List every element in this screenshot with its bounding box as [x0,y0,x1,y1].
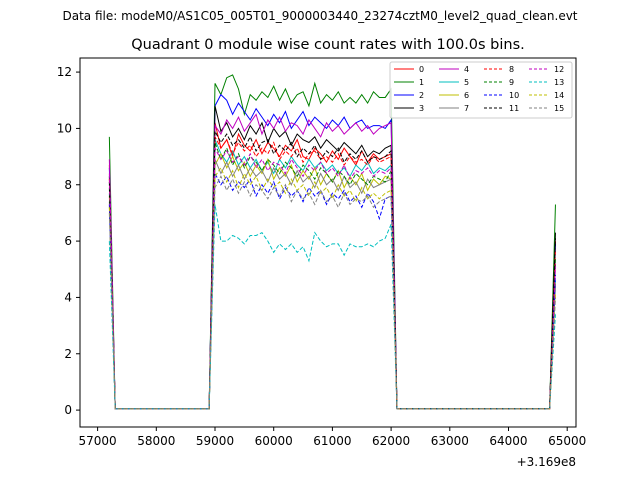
x-tick-label: 65000 [548,434,586,448]
series-line-9 [108,142,556,410]
y-tick-label: 10 [57,121,72,135]
legend-label-13: 13 [554,78,564,87]
x-offset-label: +3.169e8 [517,455,576,469]
legend-label-15: 15 [554,104,564,113]
series-line-15 [108,175,556,410]
series-line-11 [108,131,556,410]
legend-label-1: 1 [419,78,424,87]
series-line-7 [108,159,556,410]
legend-label-7: 7 [464,104,469,113]
series-line-12 [108,147,556,410]
series-line-14 [108,166,556,410]
series-line-4 [108,113,556,410]
series-line-1 [108,74,556,410]
legend-label-5: 5 [464,78,469,87]
legend-label-8: 8 [509,65,514,74]
legend-label-0: 0 [419,65,424,74]
legend-box [389,61,573,119]
y-tick-label: 6 [64,234,72,248]
legend-label-12: 12 [554,65,564,74]
y-tick-label: 2 [64,347,72,361]
x-axis: 57000 58000 59000 60000 61000 62000 63000 64000… [79,427,586,448]
legend-label-14: 14 [554,91,564,100]
y-tick-label: 0 [64,403,72,417]
legend-label-6: 6 [464,91,469,100]
series-line-8 [108,136,556,410]
legend-label-11: 11 [509,104,519,113]
x-tick-label: 64000 [489,434,527,448]
x-tick-label: 59000 [196,434,234,448]
series-line-13 [108,204,556,410]
legend-label-4: 4 [464,65,469,74]
y-axis: 0 2 4 6 8 10 12 [57,65,80,417]
legend-label-10: 10 [509,91,519,100]
series-line-2 [108,93,556,410]
legend-label-2: 2 [419,91,424,100]
x-tick-label: 62000 [372,434,410,448]
legend-label-3: 3 [419,104,424,113]
chart-title: Quadrant 0 module wise count rates with … [131,37,525,53]
y-tick-label: 4 [64,290,72,304]
x-tick-label: 58000 [137,434,175,448]
x-tick-label: 61000 [313,434,351,448]
y-tick-label: 12 [57,65,72,79]
figure-supertitle: Data file: modeM0/AS1C05_005T01_90000034… [62,9,578,23]
series-line-6 [108,152,556,410]
x-tick-label: 60000 [255,434,293,448]
series-line-10 [108,173,556,410]
legend-label-9: 9 [509,78,514,87]
x-tick-label: 63000 [431,434,469,448]
plot-frame [79,57,577,428]
y-tick-label: 8 [64,178,72,192]
x-tick-label: 57000 [79,434,117,448]
series-line-3 [108,105,556,410]
series-layer [108,74,556,410]
